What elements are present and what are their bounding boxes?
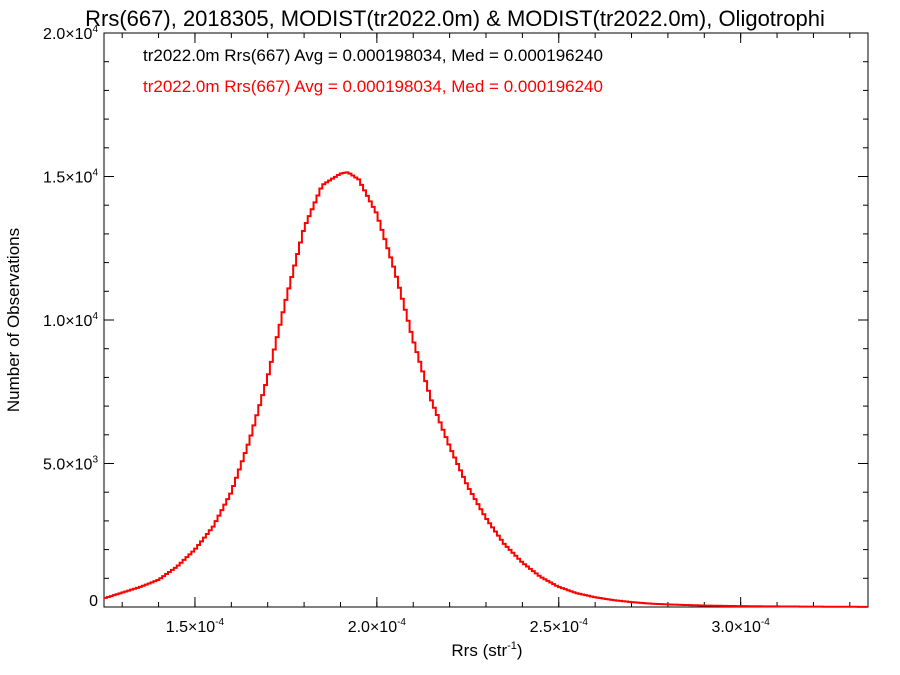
series-line bbox=[104, 171, 868, 608]
y-tick-label: 1.0×104 bbox=[43, 311, 98, 330]
y-tick-label-mantissa: 1.0×10 bbox=[43, 313, 92, 330]
y-tick-label-exponent: 4 bbox=[92, 24, 98, 35]
x-tick-label-mantissa: 3.0×10 bbox=[712, 619, 761, 636]
y-tick-label: 2.0×104 bbox=[43, 24, 98, 43]
y-tick-label-exponent: 4 bbox=[92, 168, 98, 179]
x-axis-label-tail: ) bbox=[517, 641, 523, 660]
x-axis: 1.5×10-4 2.0×10-4 2.5×10-4 3.0×10-4 bbox=[121, 33, 851, 636]
x-tick-label-exponent: -4 bbox=[579, 617, 588, 628]
x-tick-label: 3.0×10-4 bbox=[712, 617, 771, 636]
y-axis-label: Number of Observations bbox=[4, 228, 23, 412]
y-tick-label-exponent: 3 bbox=[92, 455, 98, 466]
x-axis-label-base: Rrs (str bbox=[451, 641, 507, 660]
x-axis-label-sup: -1 bbox=[507, 640, 517, 652]
x-tick-label-exponent: -4 bbox=[397, 617, 406, 628]
series-layer bbox=[104, 171, 868, 608]
chart-title: Rrs(667), 2018305, MODIST(tr2022.0m) & M… bbox=[85, 6, 825, 31]
y-tick-label: 0 bbox=[89, 593, 98, 610]
x-axis-label: Rrs (str-1) bbox=[451, 640, 522, 660]
x-tick-label: 2.0×10-4 bbox=[348, 617, 407, 636]
x-tick-label: 2.5×10-4 bbox=[530, 617, 589, 636]
x-tick-label-mantissa: 2.5×10 bbox=[530, 619, 579, 636]
x-tick-label: 1.5×10-4 bbox=[166, 617, 225, 636]
legend-annotation-black: tr2022.0m Rrs(667) Avg = 0.000198034, Me… bbox=[143, 46, 603, 65]
y-tick-label: 5.0×103 bbox=[43, 455, 98, 474]
plot-border bbox=[103, 32, 869, 608]
y-tick-label-mantissa: 0 bbox=[89, 593, 98, 610]
y-tick-label-mantissa: 2.0×10 bbox=[43, 26, 92, 43]
plot-frame bbox=[103, 32, 869, 608]
y-tick-label-mantissa: 1.5×10 bbox=[43, 170, 92, 187]
x-tick-label-mantissa: 1.5×10 bbox=[166, 619, 215, 636]
y-tick-label: 1.5×104 bbox=[43, 168, 98, 187]
y-tick-label-exponent: 4 bbox=[92, 311, 98, 322]
y-tick-label-mantissa: 5.0×10 bbox=[43, 457, 92, 474]
x-tick-label-exponent: -4 bbox=[215, 617, 224, 628]
legend-annotation-red: tr2022.0m Rrs(667) Avg = 0.000198034, Me… bbox=[143, 77, 603, 96]
x-tick-label-exponent: -4 bbox=[761, 617, 770, 628]
x-tick-label-mantissa: 2.0×10 bbox=[348, 619, 397, 636]
